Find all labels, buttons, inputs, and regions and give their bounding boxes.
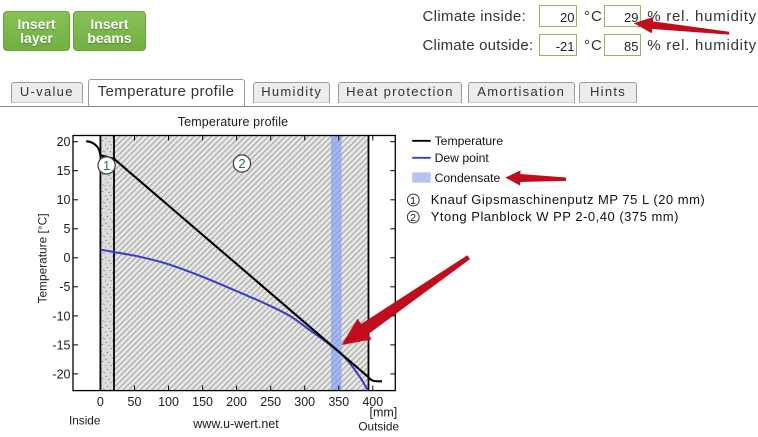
- svg-text:[mm]: [mm]: [370, 406, 398, 420]
- svg-text:2: 2: [410, 212, 416, 224]
- svg-text:300: 300: [294, 395, 315, 409]
- svg-text:Ytong Planblock W PP 2-0,40 (3: Ytong Planblock W PP 2-0,40 (375 mm): [431, 209, 679, 224]
- svg-text:5: 5: [64, 222, 71, 236]
- svg-text:350: 350: [328, 395, 349, 409]
- svg-text:200: 200: [226, 395, 247, 409]
- svg-text:www.u-wert.net: www.u-wert.net: [192, 417, 279, 431]
- svg-text:-15: -15: [52, 338, 70, 352]
- svg-text:1: 1: [410, 195, 416, 207]
- svg-text:-5: -5: [59, 280, 70, 294]
- svg-text:Temperature [°C]: Temperature [°C]: [36, 213, 50, 303]
- svg-text:1: 1: [103, 158, 110, 173]
- svg-text:50: 50: [128, 395, 142, 409]
- svg-text:15: 15: [57, 164, 71, 178]
- svg-text:Outside: Outside: [358, 420, 399, 434]
- svg-text:100: 100: [158, 395, 179, 409]
- svg-text:0: 0: [97, 395, 104, 409]
- svg-text:20: 20: [57, 135, 71, 149]
- svg-text:2: 2: [238, 156, 245, 171]
- svg-text:-20: -20: [52, 367, 70, 381]
- svg-text:-10: -10: [52, 309, 70, 323]
- svg-text:10: 10: [57, 193, 71, 207]
- svg-text:Temperature: Temperature: [435, 134, 504, 148]
- svg-text:Knauf Gipsmaschinenputz MP 75: Knauf Gipsmaschinenputz MP 75 L (20 mm): [431, 192, 706, 207]
- svg-text:250: 250: [260, 395, 281, 409]
- svg-text:Inside: Inside: [69, 414, 101, 428]
- svg-text:0: 0: [64, 251, 71, 265]
- svg-text:150: 150: [192, 395, 213, 409]
- svg-text:400: 400: [362, 395, 383, 409]
- svg-text:Dew point: Dew point: [435, 151, 490, 165]
- svg-text:Condensate: Condensate: [435, 171, 501, 185]
- svg-text:Temperature profile: Temperature profile: [178, 115, 289, 129]
